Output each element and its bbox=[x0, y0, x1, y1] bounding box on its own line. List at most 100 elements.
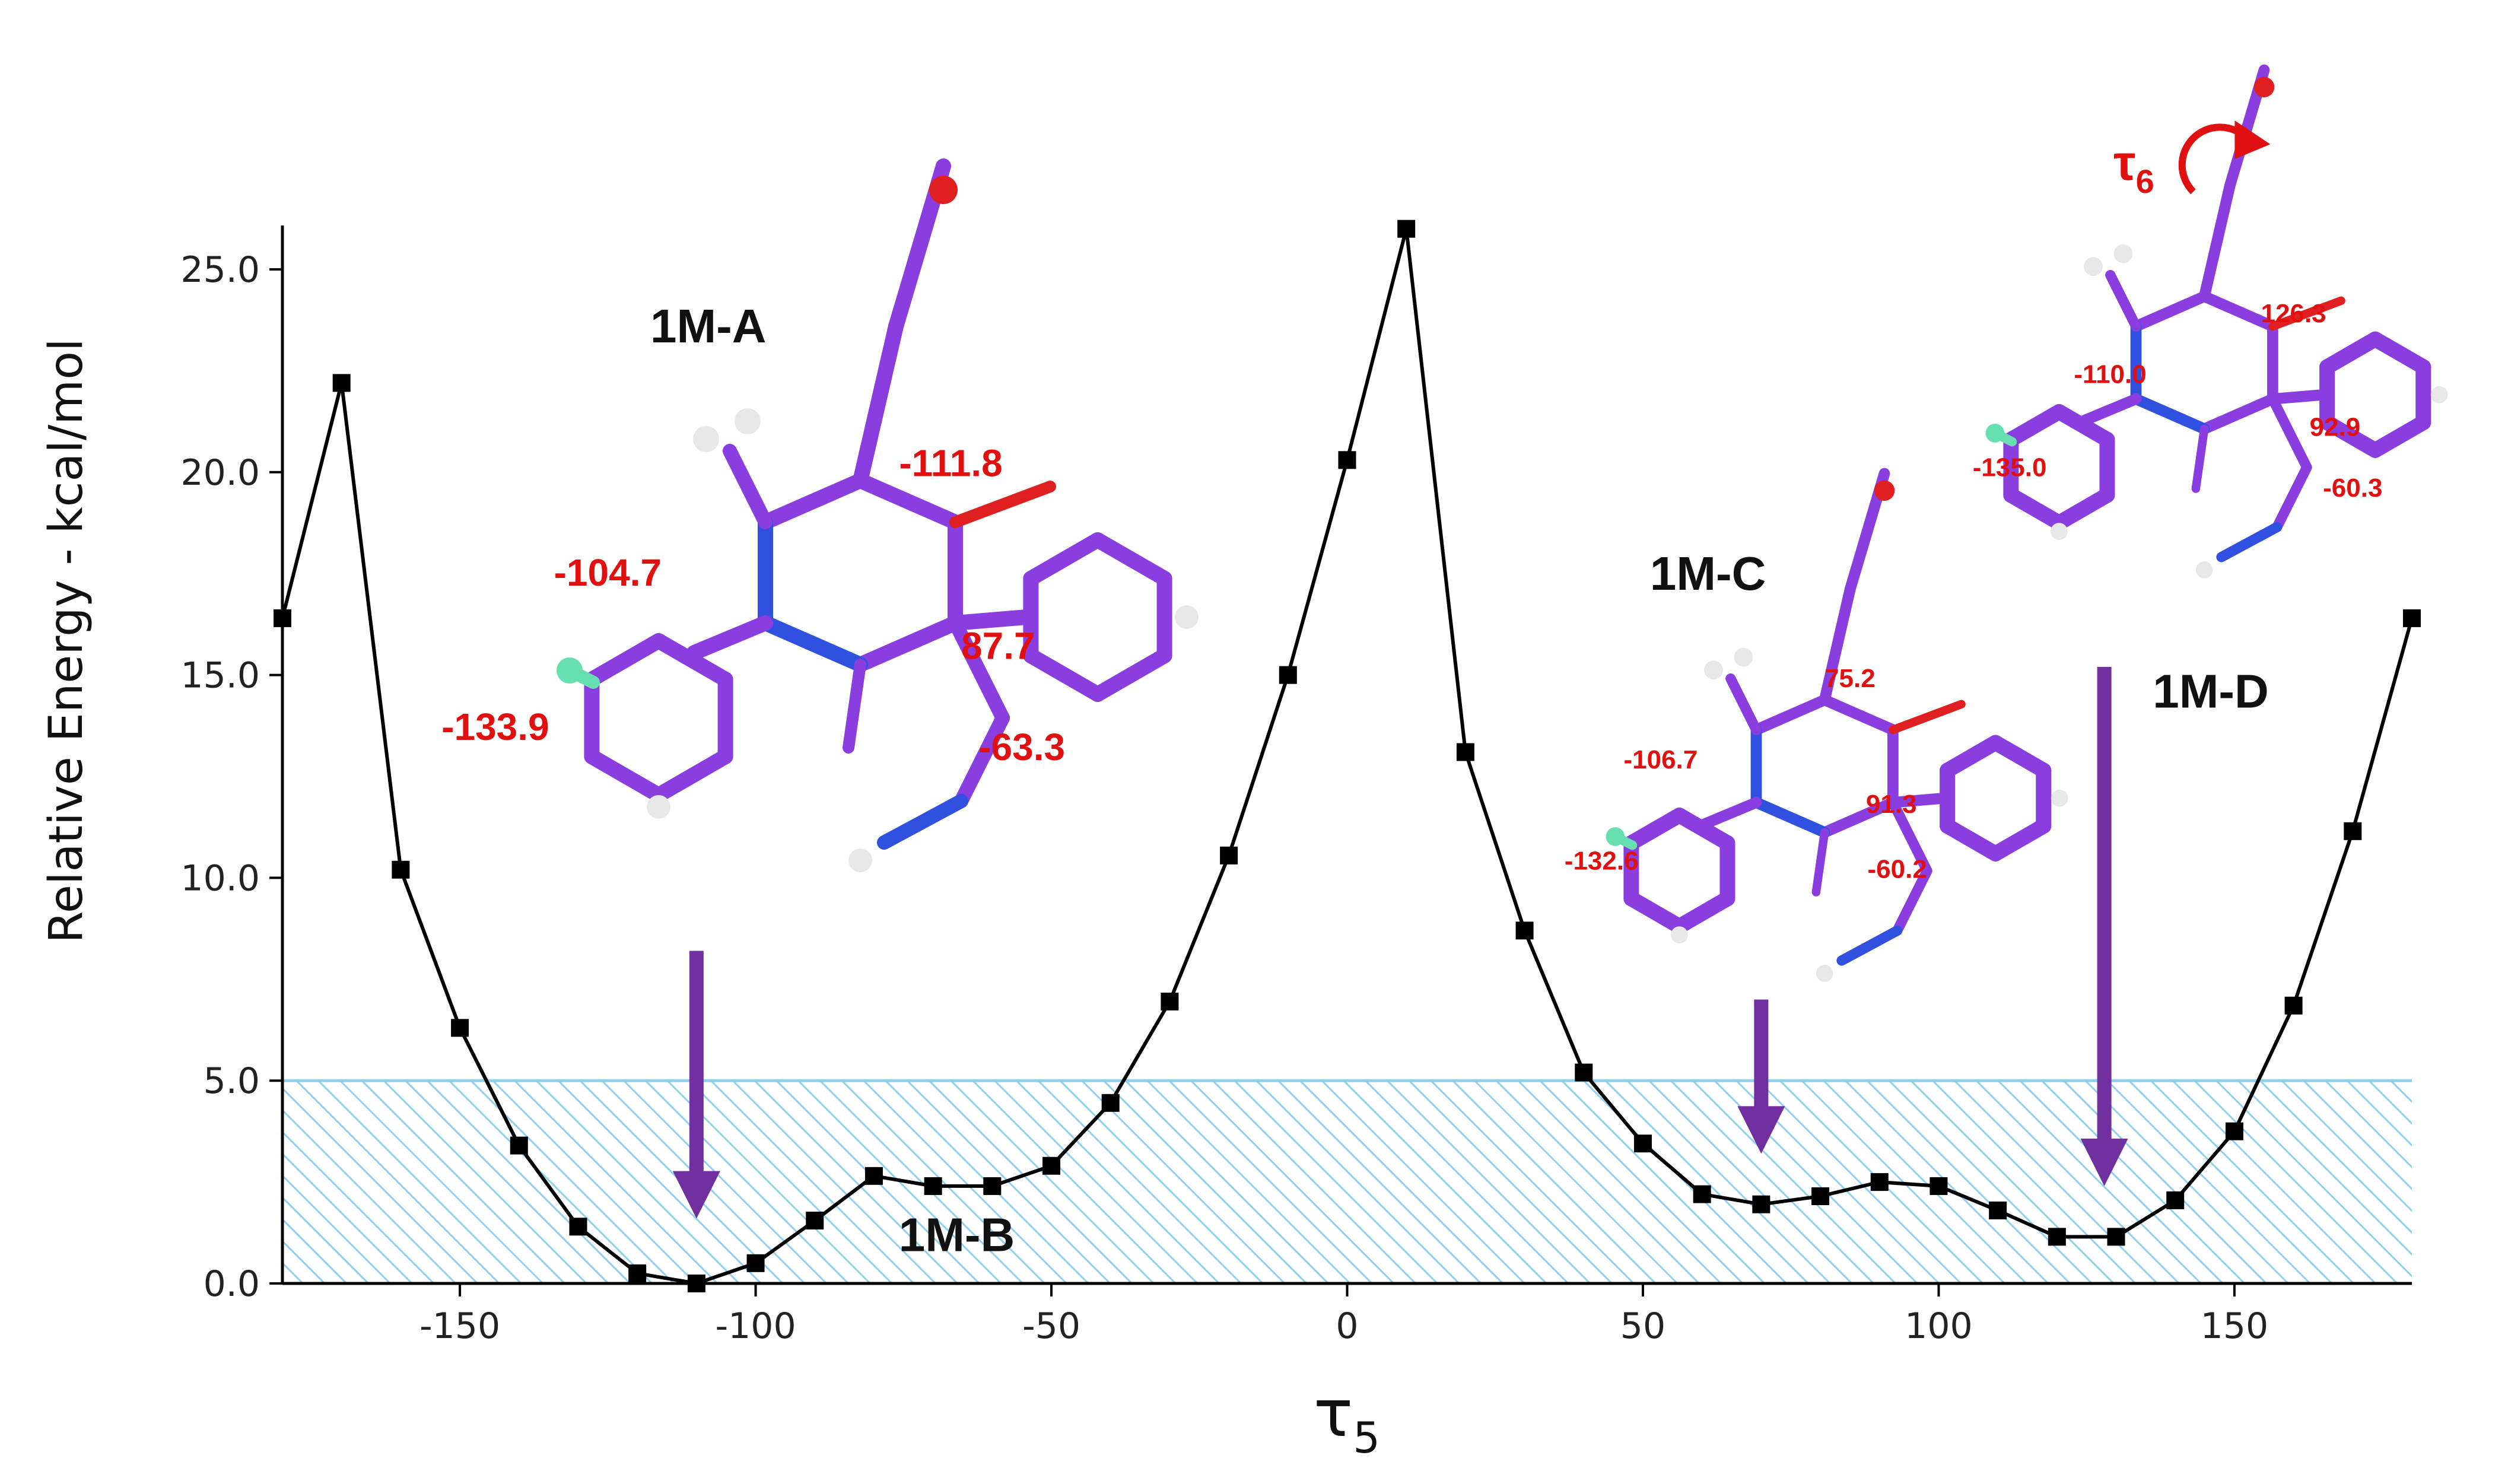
conformer-label: 1M-B bbox=[899, 1208, 1015, 1261]
bond-stick bbox=[843, 659, 866, 754]
bond-stick bbox=[1671, 891, 1735, 935]
bond-stick bbox=[1819, 583, 1856, 706]
bond-stick bbox=[2367, 331, 2431, 375]
bond-stick bbox=[1023, 648, 1105, 702]
data-point bbox=[1161, 992, 1179, 1010]
bond-stick bbox=[2051, 404, 2115, 447]
bond-stick bbox=[2105, 269, 2141, 332]
bond-stick bbox=[723, 444, 773, 529]
bond-stick bbox=[1819, 694, 1899, 736]
data-point bbox=[332, 374, 351, 392]
labels-layer: 1M-A 1M-B 1M-C 1M-D -111.8 -104.7 87.7 -133.9 -6… bbox=[441, 120, 2382, 1261]
bond-stick bbox=[1940, 735, 2004, 778]
dihedral-label: -132.6 bbox=[1565, 847, 1639, 876]
bond-stick bbox=[1750, 797, 1830, 838]
torsion-tau6-label: τ6 bbox=[2113, 135, 2154, 200]
bond-stick bbox=[2003, 487, 2067, 531]
bond-stick bbox=[2198, 180, 2236, 302]
bond-stick bbox=[2003, 404, 2067, 447]
bond-stick bbox=[1671, 808, 1735, 851]
x-tick-label: -100 bbox=[715, 1305, 796, 1347]
dihedral-label: -133.9 bbox=[441, 706, 549, 748]
bond-stick bbox=[1887, 792, 1950, 808]
atom bbox=[2084, 257, 2103, 277]
atom bbox=[2253, 77, 2275, 98]
data-point bbox=[1397, 220, 1416, 238]
bond-stick bbox=[2319, 415, 2383, 458]
atom bbox=[1734, 647, 1753, 667]
data-point bbox=[1220, 846, 1238, 865]
bond-stick bbox=[2267, 389, 2330, 405]
atom bbox=[1671, 926, 1688, 943]
data-point bbox=[864, 1167, 883, 1185]
energy-curve-layer bbox=[274, 220, 2421, 1292]
data-point bbox=[1279, 666, 1297, 684]
x-tick-label: 50 bbox=[1620, 1305, 1665, 1347]
data-point bbox=[1870, 1173, 1889, 1191]
data-point bbox=[1575, 1063, 1593, 1082]
conformer-label: 1M-A bbox=[650, 300, 767, 352]
arrow-head bbox=[672, 1171, 720, 1219]
bond-stick bbox=[1725, 673, 1762, 735]
data-point bbox=[2107, 1228, 2125, 1246]
x-tick-label: 150 bbox=[2201, 1305, 2269, 1347]
bond-stick bbox=[1990, 428, 2017, 447]
bond-stick bbox=[1023, 532, 1105, 586]
data-point bbox=[2403, 609, 2421, 627]
bond-stick bbox=[1887, 797, 1932, 876]
data-point bbox=[2284, 996, 2303, 1015]
atom bbox=[2430, 386, 2448, 403]
y-axis-title: Relative Energy - kcal/mol bbox=[40, 338, 93, 943]
dihedral-label: -104.7 bbox=[554, 551, 662, 594]
bond-stick bbox=[2198, 393, 2278, 435]
bond-stick bbox=[584, 749, 666, 803]
bond-stick bbox=[1940, 818, 2004, 862]
atom bbox=[1816, 965, 1833, 982]
y-tick-label: 25.0 bbox=[180, 249, 260, 291]
bond-stick bbox=[1699, 797, 1762, 830]
bond-stick bbox=[1819, 797, 1899, 838]
bond-stick bbox=[853, 319, 904, 488]
atom bbox=[848, 849, 872, 872]
dihedral-label: -106.7 bbox=[1623, 745, 1698, 774]
x-tick-label: 100 bbox=[1905, 1305, 1973, 1347]
x-tick-label: 0 bbox=[1336, 1305, 1358, 1347]
rotation-arrowhead-icon bbox=[2234, 120, 2271, 160]
data-point bbox=[2048, 1228, 2066, 1246]
data-point bbox=[1633, 1135, 1652, 1153]
data-point bbox=[569, 1218, 587, 1236]
y-tick-label: 15.0 bbox=[180, 655, 260, 697]
data-point bbox=[1338, 451, 1356, 469]
y-tick-label: 0.0 bbox=[204, 1263, 260, 1305]
dihedral-label: -110.0 bbox=[2074, 360, 2146, 389]
bond-stick bbox=[2319, 331, 2383, 375]
shaded-band-layer bbox=[282, 1079, 2412, 1283]
atom bbox=[647, 795, 670, 819]
bond-stick bbox=[948, 616, 1010, 725]
bond-stick bbox=[758, 615, 868, 672]
atom bbox=[1874, 480, 1895, 501]
dihedral-label: -60.2 bbox=[1868, 854, 1927, 884]
bond-stick bbox=[2191, 424, 2209, 493]
x-axis-title: τ5 bbox=[1314, 1375, 1380, 1463]
data-point bbox=[806, 1212, 824, 1230]
data-point bbox=[628, 1264, 647, 1282]
bond-stick bbox=[877, 794, 968, 850]
data-point bbox=[1752, 1195, 1770, 1213]
data-point bbox=[1456, 743, 1474, 761]
dihedral-label: 87.7 bbox=[961, 624, 1035, 667]
x-tick-label: -150 bbox=[419, 1305, 500, 1347]
axes: -150 -100 -50 0 50 100 150 0.0 5.0 10.0 15.0 20.0 25… bbox=[180, 225, 2412, 1463]
data-point bbox=[2225, 1122, 2243, 1140]
bond-stick bbox=[1988, 735, 2052, 778]
bond-stick bbox=[1892, 865, 1932, 936]
bond-stick bbox=[853, 473, 963, 530]
bond-stick bbox=[686, 615, 773, 660]
atom bbox=[735, 408, 761, 434]
conformer-label: 1M-D bbox=[2153, 665, 2269, 717]
bond-stick bbox=[2271, 462, 2312, 533]
dihedral-label: -111.8 bbox=[899, 442, 1002, 485]
bond-stick bbox=[2198, 291, 2278, 332]
bond-stick bbox=[651, 633, 733, 687]
atom bbox=[1175, 605, 1199, 629]
